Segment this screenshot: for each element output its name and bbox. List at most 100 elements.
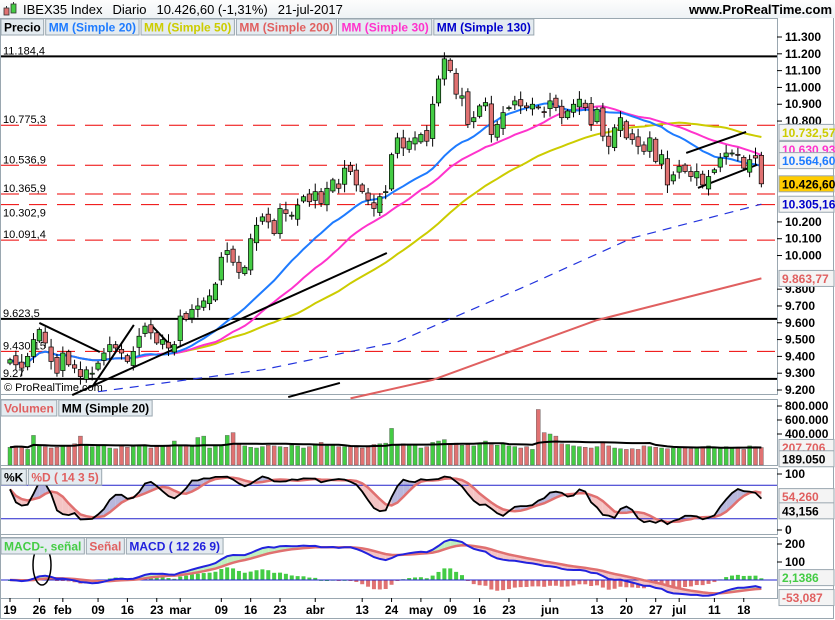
candle	[118, 348, 125, 354]
macd-histogram-bar	[618, 580, 623, 587]
volume-bar	[383, 442, 388, 466]
volume-bar	[125, 447, 130, 466]
volume-bar	[289, 445, 294, 466]
date-label: 18	[737, 603, 751, 617]
candle	[60, 352, 66, 371]
macd-histogram-bar	[483, 580, 488, 586]
candle	[347, 165, 354, 172]
stochastic-fill	[15, 495, 22, 506]
date-label: 09	[91, 603, 105, 617]
candle	[735, 153, 741, 156]
volume-bar	[7, 447, 13, 466]
volume-mm20-line	[9, 440, 762, 449]
date-label: mar	[169, 603, 191, 617]
volume-bar	[465, 444, 471, 466]
candle	[430, 103, 436, 139]
volume-bar	[430, 442, 435, 466]
macd-histogram-bar	[260, 569, 265, 580]
axis-label: 10.200	[785, 215, 822, 229]
volume-bar	[31, 435, 36, 466]
macd-histogram-bar	[706, 580, 711, 584]
volume-bar	[600, 441, 606, 466]
macd-histogram-bar	[442, 568, 447, 580]
macd-histogram-bar	[360, 580, 365, 585]
level-label: 11.184,4	[3, 45, 45, 57]
candle	[459, 95, 465, 99]
volume-bar	[630, 448, 635, 466]
level-label: 10.775,3	[3, 114, 46, 126]
candle	[248, 238, 254, 271]
price-panel	[0, 18, 778, 395]
candle	[453, 72, 459, 95]
volume-bar	[495, 445, 500, 466]
volume-bar	[518, 447, 523, 466]
volume-bar	[377, 443, 383, 466]
value-box	[778, 269, 835, 287]
date-label: 16	[473, 603, 487, 617]
volume-bar	[66, 445, 71, 466]
axis-label: 11.000	[785, 80, 821, 94]
volume-bar	[43, 446, 48, 466]
macd-histogram-bar	[512, 580, 517, 588]
legend-item	[0, 18, 45, 36]
candle	[271, 220, 277, 235]
volume-bar	[183, 445, 189, 466]
stochastic-fill	[403, 479, 410, 497]
volume-bar	[459, 445, 465, 466]
volume-bar	[477, 443, 482, 466]
volume-bar	[588, 447, 594, 466]
macd-histogram-bar	[266, 570, 271, 580]
candle	[512, 100, 518, 106]
candle	[25, 356, 31, 368]
candle	[230, 248, 236, 263]
macd-histogram-bar	[231, 568, 236, 580]
candle	[83, 369, 89, 380]
macd-histogram-bar	[366, 580, 371, 587]
candle	[365, 192, 371, 201]
candle	[594, 108, 600, 123]
candle	[195, 305, 201, 310]
candle	[318, 191, 324, 204]
volume-bar	[189, 446, 195, 466]
axis-label: 9.700	[785, 299, 815, 313]
value-box-label: 9.863,77	[782, 272, 829, 286]
macd-histogram-bar	[430, 575, 435, 580]
volume-bar	[172, 440, 177, 466]
volume-bar	[483, 440, 488, 466]
legend-item	[140, 18, 235, 36]
volume-bar	[342, 446, 347, 466]
candle	[406, 140, 412, 150]
value-box	[778, 175, 835, 193]
candle	[471, 117, 477, 123]
candle	[506, 107, 512, 109]
legend-label: %D ( 14 3 5)	[31, 471, 98, 485]
candle	[136, 335, 142, 348]
candle	[277, 208, 283, 235]
candle	[324, 187, 330, 206]
candle	[300, 196, 307, 202]
site-link[interactable]: www.ProRealTime.com	[688, 1, 832, 17]
axis-label: 9.500	[785, 333, 815, 347]
volume-bar	[78, 435, 83, 466]
macd-histogram-bar	[747, 575, 752, 580]
volume-bar	[635, 449, 641, 466]
macd-histogram-bar	[683, 580, 688, 588]
level-label: 10.302,9	[3, 208, 46, 220]
trendline	[71, 252, 388, 396]
candle	[359, 184, 365, 193]
candle	[435, 78, 442, 104]
volume-bar	[213, 445, 218, 466]
stochastic-fill	[479, 493, 486, 505]
axis-label: 9.200	[785, 383, 815, 397]
volume-bar	[119, 445, 124, 466]
macd-histogram-bar	[219, 569, 224, 580]
candle	[752, 155, 759, 159]
volume-bar	[307, 446, 312, 466]
macd-histogram-bar	[730, 575, 735, 580]
macd-histogram-bar	[477, 580, 482, 586]
volume-bar	[360, 447, 365, 466]
candle	[207, 295, 213, 304]
candle	[741, 157, 747, 169]
volume-bar	[318, 442, 324, 466]
